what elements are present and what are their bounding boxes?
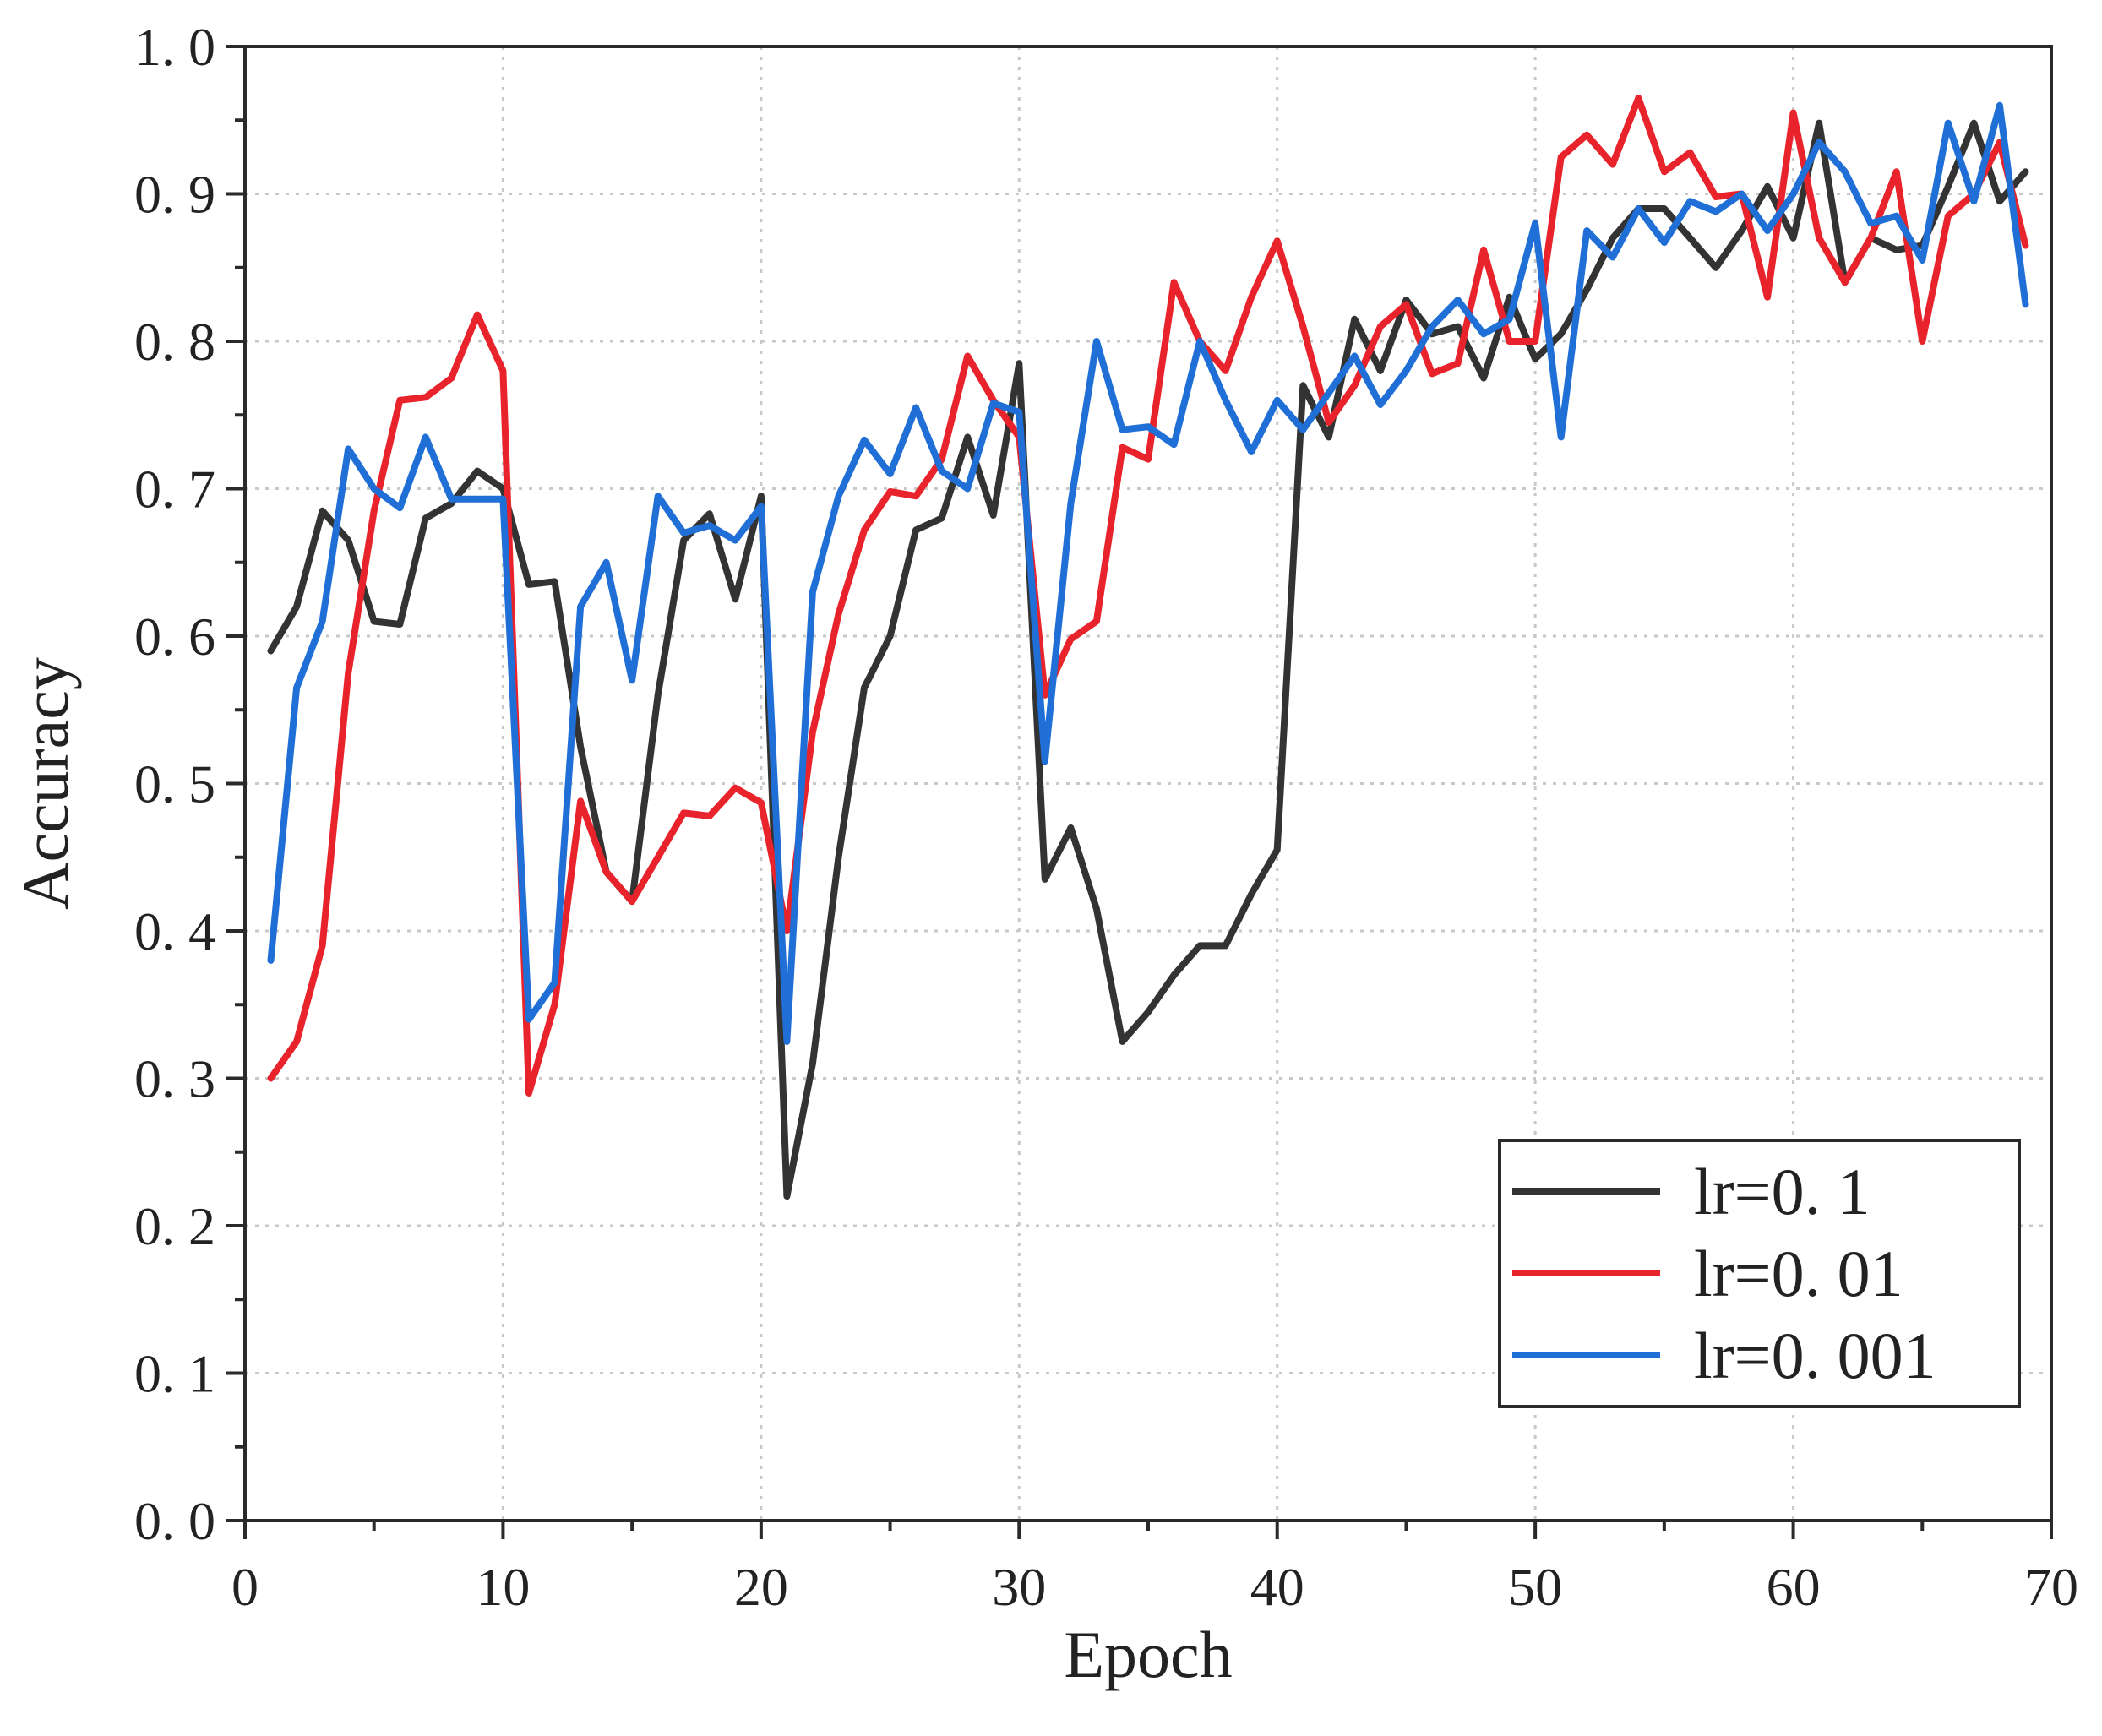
y-axis-title: Accuracy [8, 657, 82, 910]
series-lines [267, 95, 2029, 1200]
series-line-1 [267, 119, 2029, 1200]
x-axis-title: Epoch [1064, 1618, 1232, 1691]
y-tick-label: 0. 8 [134, 312, 215, 372]
axis-ticks: 0 10 20 30 40 50 60 70 0. 0 0. 1 0. 2 0. 3 0. 4 0. 5 0… [134, 17, 2078, 1617]
x-tick-label: 20 [734, 1557, 788, 1617]
y-tick-label: 0. 9 [134, 165, 215, 225]
y-tick-label: 0. 0 [134, 1491, 215, 1551]
y-tick-label: 0. 6 [134, 607, 215, 667]
legend-label-2: lr=0. 01 [1694, 1237, 1903, 1310]
x-tick-label: 50 [1508, 1557, 1562, 1617]
x-tick-label: 0 [231, 1557, 259, 1617]
series-line-2 [267, 95, 2029, 1097]
y-tick-label: 0. 3 [134, 1049, 215, 1109]
y-tick-label: 0. 7 [134, 460, 215, 520]
x-tick-label: 10 [476, 1557, 530, 1617]
x-tick-label: 40 [1250, 1557, 1304, 1617]
y-tick-label: 0. 4 [134, 901, 215, 961]
y-tick-label: 0. 5 [134, 754, 215, 814]
x-tick-label: 60 [1767, 1557, 1821, 1617]
y-tick-label: 1. 0 [134, 17, 215, 77]
y-tick-label: 0. 2 [134, 1196, 215, 1256]
y-tick-label: 0. 1 [134, 1344, 215, 1404]
x-tick-label: 70 [2024, 1557, 2078, 1617]
series-line-3 [267, 101, 2029, 1045]
legend-label-1: lr=0. 1 [1694, 1155, 1871, 1228]
legend: lr=0. 1 lr=0. 01 lr=0. 001 [1498, 1139, 2021, 1408]
legend-label-3: lr=0. 001 [1694, 1319, 1936, 1392]
x-tick-label: 30 [992, 1557, 1046, 1617]
